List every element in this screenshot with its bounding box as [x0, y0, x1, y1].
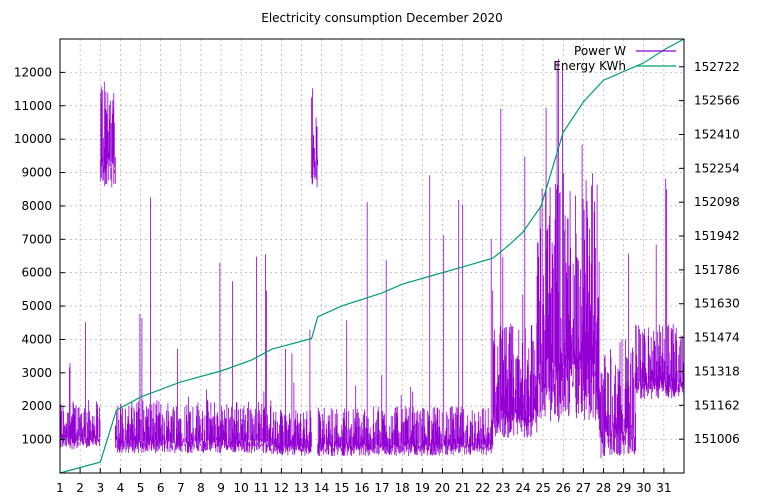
y-left-tick-label: 6000: [21, 266, 52, 280]
y-right-tick-label: 152722: [694, 60, 740, 74]
x-tick-label: 30: [636, 481, 651, 495]
x-tick-label: 5: [137, 481, 145, 495]
y-left-tick-label: 4000: [21, 332, 52, 346]
y-left-tick-label: 10000: [14, 132, 52, 146]
y-left-tick-label: 12000: [14, 65, 52, 79]
x-tick-label: 18: [395, 481, 410, 495]
x-tick-label: 6: [157, 481, 165, 495]
y-right-tick-label: 152566: [694, 94, 740, 108]
x-tick-label: 8: [197, 481, 205, 495]
y-right-tick-label: 151318: [694, 364, 740, 378]
y-right-tick-label: 151162: [694, 398, 740, 412]
y-right-tick-label: 151786: [694, 263, 740, 277]
x-tick-label: 1: [56, 481, 64, 495]
x-tick-label: 3: [96, 481, 104, 495]
y-right-tick-label: 152410: [694, 127, 740, 141]
y-left-tick-label: 3000: [21, 366, 52, 380]
x-tick-label: 31: [656, 481, 671, 495]
y-left-tick-label: 2000: [21, 399, 52, 413]
legend-label: Energy KWh: [553, 59, 626, 73]
x-tick-label: 23: [495, 481, 510, 495]
x-tick-label: 24: [515, 481, 530, 495]
x-tick-label: 13: [294, 481, 309, 495]
energy-series: [59, 38, 685, 474]
energy-line: [59, 38, 685, 474]
x-tick-label: 25: [535, 481, 550, 495]
x-tick-label: 11: [254, 481, 269, 495]
power-series: [59, 58, 685, 459]
x-tick-label: 17: [374, 481, 389, 495]
power-line: [59, 58, 685, 459]
y-right-tick-label: 152254: [694, 161, 740, 175]
x-tick-label: 2: [76, 481, 84, 495]
x-tick-label: 10: [234, 481, 249, 495]
plot-frame: [59, 38, 685, 474]
x-tick-label: 28: [596, 481, 611, 495]
y-right-tick-label: 151942: [694, 229, 740, 243]
x-tick-label: 20: [435, 481, 450, 495]
axis-ticks: 1 2 3 4 5 6 7 8 9 10 11 12 13 14 15 16 17 18 19 20 21 22 23 24 2…: [14, 60, 740, 495]
y-left-tick-label: 8000: [21, 199, 52, 213]
y-right-tick-label: 151006: [694, 432, 740, 446]
x-tick-label: 12: [274, 481, 289, 495]
y-right-tick-label: 151474: [694, 331, 740, 345]
y-left-tick-label: 9000: [21, 166, 52, 180]
y-left-tick-label: 7000: [21, 232, 52, 246]
x-tick-label: 19: [415, 481, 430, 495]
x-tick-label: 16: [354, 481, 369, 495]
y-right-tick-label: 151630: [694, 297, 740, 311]
x-tick-label: 4: [117, 481, 125, 495]
x-tick-label: 22: [475, 481, 490, 495]
x-tick-label: 14: [314, 481, 329, 495]
x-tick-label: 21: [455, 481, 470, 495]
x-tick-label: 9: [217, 481, 225, 495]
x-tick-label: 29: [616, 481, 631, 495]
legend-label: Power W: [574, 44, 626, 58]
x-tick-label: 15: [334, 481, 349, 495]
x-tick-label: 26: [556, 481, 571, 495]
y-left-tick-label: 1000: [21, 433, 52, 447]
y-right-tick-label: 152098: [694, 195, 740, 209]
x-tick-label: 7: [177, 481, 185, 495]
y-left-tick-label: 11000: [14, 99, 52, 113]
x-tick-label: 27: [576, 481, 591, 495]
chart-title: Electricity consumption December 2020: [261, 11, 503, 25]
y-left-tick-label: 5000: [21, 299, 52, 313]
